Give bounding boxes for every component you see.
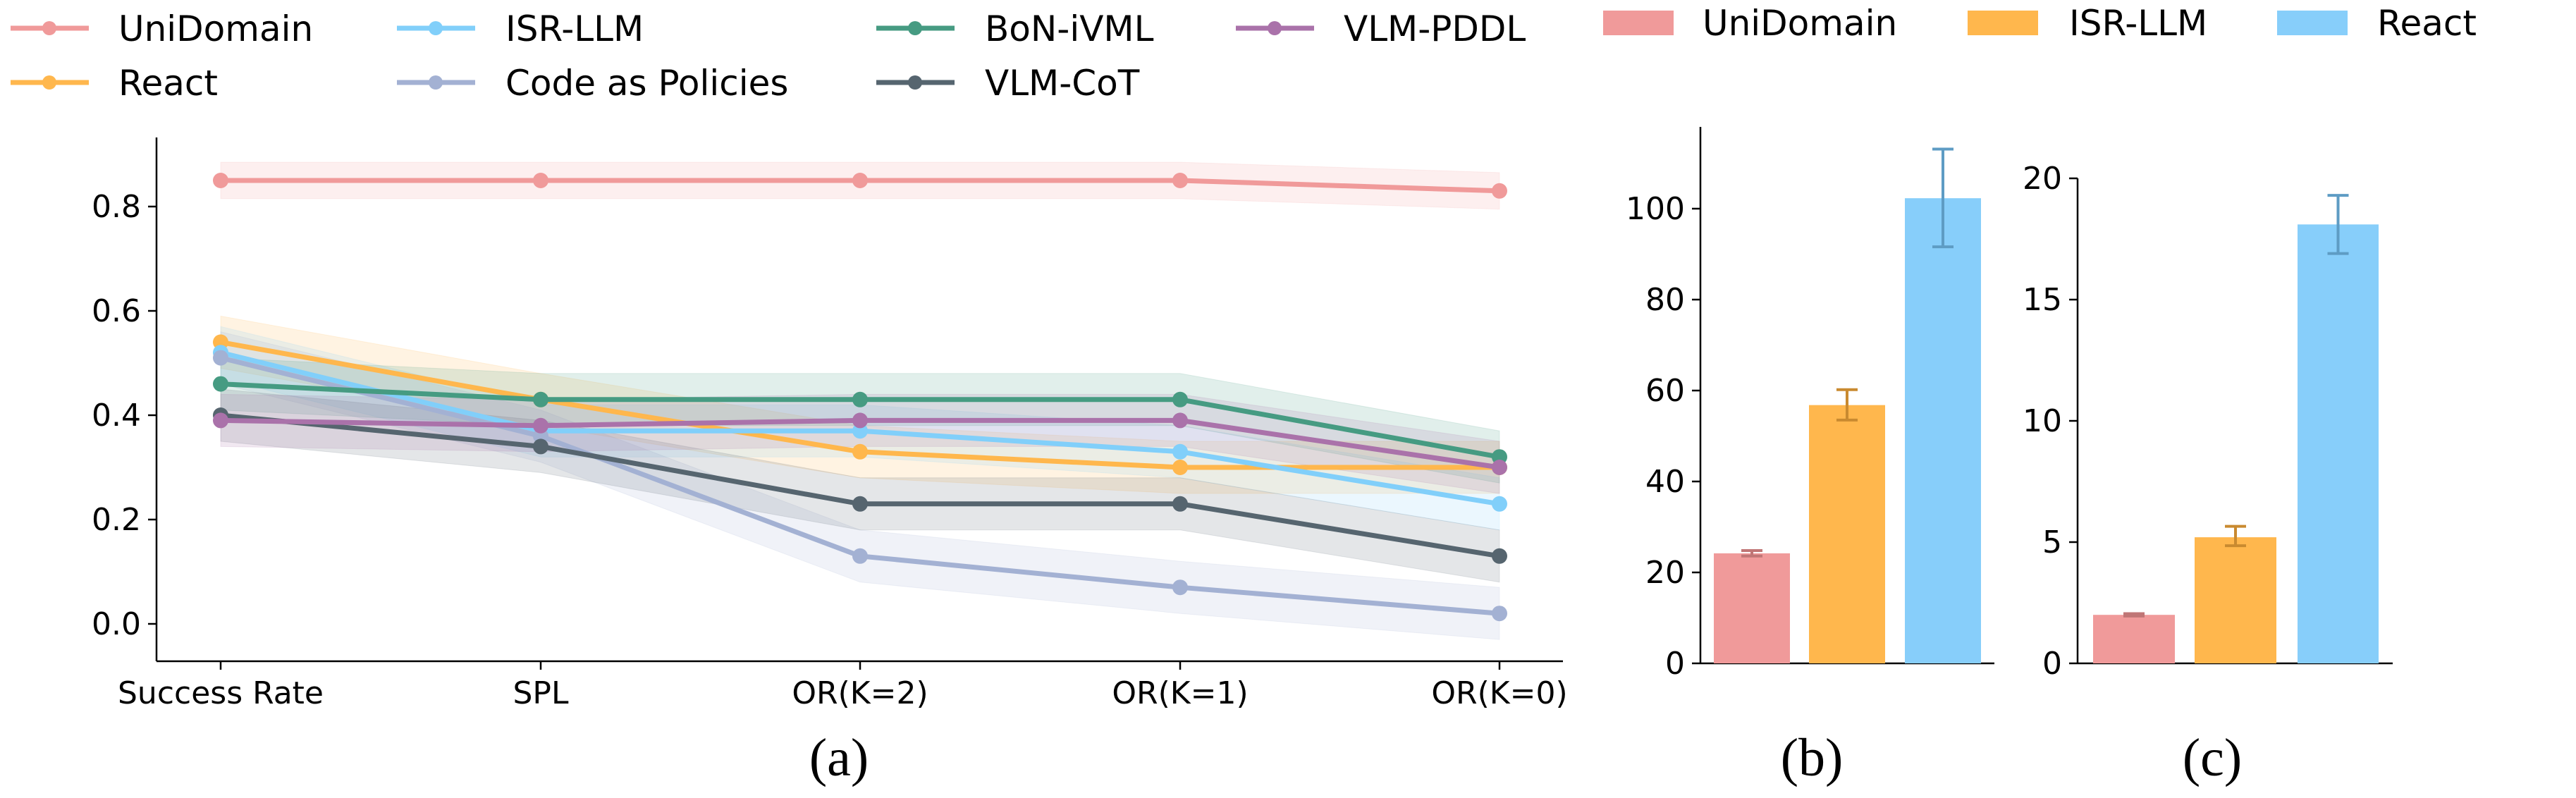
- legend-marker: [429, 75, 443, 90]
- bar-legend-item: React: [2277, 3, 2477, 44]
- legend-marker: [908, 75, 922, 90]
- legend-item: VLM-PDDL: [1236, 8, 1526, 49]
- legend-label: ISR-LLM: [505, 8, 644, 49]
- y-tick-label: 0.8: [92, 189, 141, 225]
- legend-marker: [42, 75, 56, 90]
- legend-marker: [42, 21, 56, 35]
- legend-label: UniDomain: [1703, 3, 1897, 44]
- y-tick-label: 100: [1626, 191, 1685, 227]
- point-vlm-pddl: [533, 417, 548, 434]
- legend-item: Code as Policies: [397, 63, 788, 104]
- point-code-as-policies: [213, 350, 228, 366]
- y-tick-label: 0.4: [92, 398, 141, 434]
- legend-marker: [908, 21, 922, 35]
- point-unidomain: [1492, 183, 1507, 199]
- point-unidomain: [852, 173, 868, 188]
- point-vlm-cot: [1492, 548, 1507, 564]
- legend-item: UniDomain: [11, 8, 313, 49]
- panel-label-b: (b): [1781, 728, 1844, 787]
- legend-marker: [1268, 21, 1282, 35]
- point-bon-ivml: [1172, 391, 1188, 407]
- x-tick-label: OR(K=1): [1112, 675, 1248, 711]
- y-tick-label: 40: [1645, 464, 1685, 500]
- bar-unidomain: [1714, 553, 1790, 663]
- point-vlm-pddl: [1172, 412, 1188, 429]
- panel-label-a: (a): [809, 728, 869, 787]
- point-code-as-policies: [1172, 579, 1188, 596]
- y-tick-label: 15: [2023, 282, 2062, 318]
- point-bon-ivml: [213, 376, 228, 392]
- legend-item: ISR-LLM: [397, 8, 644, 49]
- legend-label: BoN-iVML: [985, 8, 1154, 49]
- point-react: [1172, 460, 1188, 475]
- y-tick-label: 0.6: [92, 293, 141, 329]
- point-isr-llm: [1172, 443, 1188, 460]
- x-tick-label: OR(K=0): [1431, 675, 1567, 711]
- point-isr-llm: [1492, 496, 1507, 512]
- point-vlm-cot: [533, 438, 548, 455]
- point-code-as-policies: [1492, 606, 1507, 622]
- panel-label-c: (c): [2183, 728, 2242, 787]
- x-tick-label: OR(K=2): [792, 675, 928, 711]
- legend-marker: [429, 21, 443, 35]
- point-react: [852, 443, 868, 460]
- bar-isr-llm: [2195, 537, 2276, 663]
- legend-patch: [1968, 11, 2038, 35]
- legend-label: React: [118, 63, 218, 104]
- legend-item: VLM-CoT: [876, 63, 1140, 104]
- y-tick-label: 10: [2023, 403, 2062, 439]
- point-bon-ivml: [852, 391, 868, 407]
- y-tick-label: 20: [2023, 161, 2062, 197]
- point-vlm-cot: [1172, 496, 1188, 512]
- bar-isr-llm: [1809, 405, 1885, 663]
- point-vlm-pddl: [213, 412, 228, 429]
- y-tick-label: 0.2: [92, 502, 141, 538]
- point-vlm-pddl: [852, 412, 868, 429]
- legend-label: ISR-LLM: [2069, 3, 2207, 44]
- y-tick-label: 0: [2042, 646, 2062, 682]
- bar-legend-item: UniDomain: [1603, 3, 1897, 44]
- point-unidomain: [1172, 173, 1188, 188]
- y-tick-label: 80: [1645, 282, 1685, 318]
- x-tick-label: SPL: [513, 675, 569, 711]
- point-vlm-pddl: [1492, 460, 1507, 475]
- y-tick-label: 0: [1665, 646, 1685, 682]
- legend-label: VLM-CoT: [985, 63, 1140, 104]
- point-code-as-policies: [852, 548, 868, 564]
- bar-react: [2298, 224, 2379, 663]
- point-bon-ivml: [533, 391, 548, 407]
- legend-label: Code as Policies: [505, 63, 788, 104]
- bar-react: [1905, 198, 1981, 663]
- bar-legend-item: ISR-LLM: [1968, 3, 2207, 44]
- legend-item: React: [11, 63, 218, 104]
- y-tick-label: 20: [1645, 555, 1685, 591]
- legend-label: React: [2377, 3, 2477, 44]
- y-tick-label: 0.0: [92, 606, 141, 642]
- y-tick-label: 5: [2042, 524, 2062, 560]
- legend-label: VLM-PDDL: [1344, 8, 1526, 49]
- legend-item: BoN-iVML: [876, 8, 1154, 49]
- point-vlm-cot: [852, 496, 868, 512]
- x-tick-label: Success Rate: [118, 675, 324, 711]
- legend-label: UniDomain: [118, 8, 313, 49]
- legend-patch: [2277, 11, 2348, 35]
- bar-unidomain: [2093, 615, 2175, 663]
- point-unidomain: [213, 173, 228, 188]
- point-unidomain: [533, 173, 548, 188]
- y-tick-label: 60: [1645, 373, 1685, 409]
- legend-patch: [1603, 11, 1674, 35]
